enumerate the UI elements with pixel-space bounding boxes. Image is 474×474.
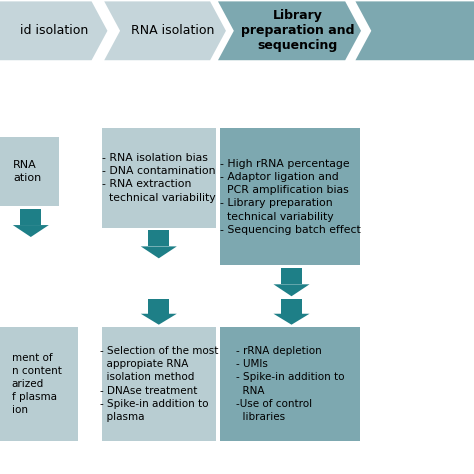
FancyBboxPatch shape: [0, 327, 78, 441]
Text: Library
preparation and
sequencing: Library preparation and sequencing: [241, 9, 354, 52]
Text: - rRNA depletion
- UMIs
- Spike-in addition to
  RNA
-Use of control
  libraries: - rRNA depletion - UMIs - Spike-in addit…: [236, 346, 345, 422]
Polygon shape: [148, 230, 169, 246]
Text: id isolation: id isolation: [20, 24, 89, 37]
Polygon shape: [102, 0, 228, 62]
Polygon shape: [273, 284, 310, 296]
Polygon shape: [281, 299, 302, 314]
Polygon shape: [20, 209, 41, 225]
FancyBboxPatch shape: [102, 128, 216, 228]
Text: RNA
ation: RNA ation: [13, 160, 41, 183]
Text: - High rRNA percentage
- Adaptor ligation and
  PCR amplification bias
- Library: - High rRNA percentage - Adaptor ligatio…: [220, 159, 361, 235]
Text: - Selection of the most
  appropiate RNA
  isolation method
- DNAse treatment
- : - Selection of the most appropiate RNA i…: [100, 346, 218, 422]
FancyBboxPatch shape: [102, 327, 216, 441]
Polygon shape: [148, 299, 169, 314]
Text: RNA isolation: RNA isolation: [131, 24, 215, 37]
Polygon shape: [353, 0, 474, 62]
Polygon shape: [13, 225, 49, 237]
Text: ment of
n content
arized
f plasma
ion: ment of n content arized f plasma ion: [12, 353, 62, 415]
Polygon shape: [281, 268, 302, 284]
Polygon shape: [0, 0, 109, 62]
FancyBboxPatch shape: [220, 327, 360, 441]
Polygon shape: [273, 314, 310, 325]
FancyBboxPatch shape: [0, 137, 59, 206]
Polygon shape: [141, 314, 177, 325]
Polygon shape: [216, 0, 363, 62]
Text: - RNA isolation bias
- DNA contamination
- RNA extraction
  technical variabilit: - RNA isolation bias - DNA contamination…: [102, 153, 216, 202]
Polygon shape: [141, 246, 177, 258]
FancyBboxPatch shape: [220, 128, 360, 265]
